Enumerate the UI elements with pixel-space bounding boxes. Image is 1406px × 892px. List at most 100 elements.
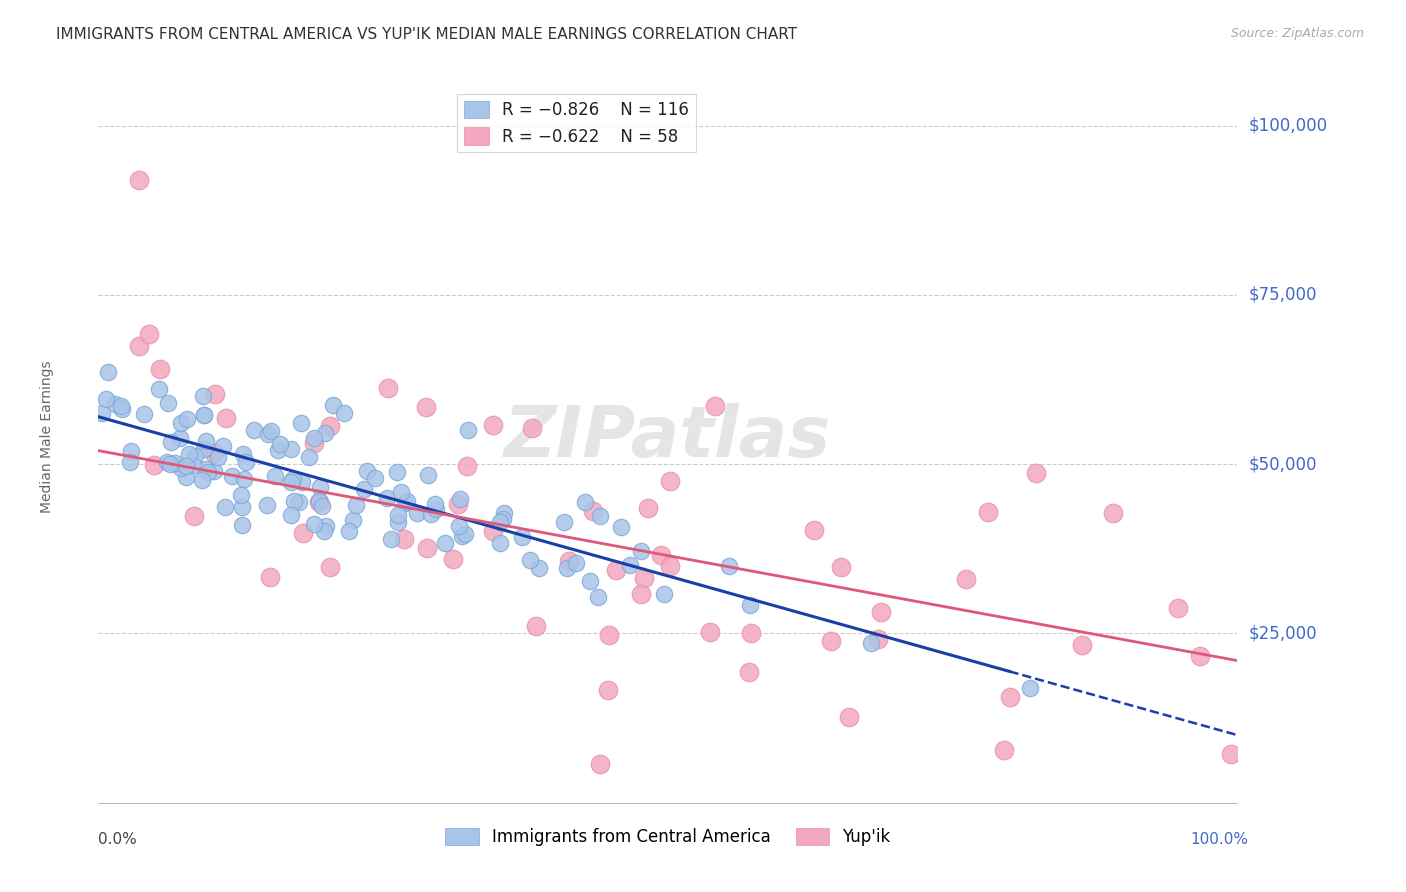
- Point: [419, 508, 441, 522]
- Point: [637, 500, 659, 515]
- Point: [290, 416, 312, 430]
- Point: [176, 411, 198, 425]
- Point: [174, 458, 197, 473]
- Point: [955, 573, 977, 587]
- Point: [659, 559, 682, 574]
- Point: [582, 504, 605, 518]
- Point: [447, 497, 470, 511]
- Point: [311, 499, 333, 513]
- Point: [156, 396, 179, 410]
- Point: [197, 465, 219, 479]
- Point: [598, 627, 620, 641]
- Point: [481, 418, 503, 433]
- Point: [443, 552, 465, 566]
- Point: [630, 587, 652, 601]
- Point: [194, 434, 217, 448]
- Point: [364, 471, 387, 485]
- Point: [377, 381, 399, 395]
- Text: $75,000: $75,000: [1249, 285, 1317, 304]
- Point: [415, 541, 437, 555]
- Point: [457, 423, 479, 437]
- Point: [356, 464, 378, 478]
- Point: [96, 392, 118, 406]
- Point: [699, 624, 721, 639]
- Point: [1189, 649, 1212, 664]
- Point: [214, 500, 236, 514]
- Point: [191, 473, 214, 487]
- Point: [375, 491, 398, 505]
- Point: [195, 462, 218, 476]
- Point: [740, 626, 762, 640]
- Point: [610, 520, 633, 534]
- Point: [704, 399, 727, 413]
- Point: [259, 570, 281, 584]
- Point: [449, 519, 471, 533]
- Point: [387, 508, 409, 523]
- Point: [283, 493, 305, 508]
- Point: [630, 543, 652, 558]
- Point: [170, 416, 193, 430]
- Point: [860, 636, 883, 650]
- Point: [256, 498, 278, 512]
- Point: [257, 427, 280, 442]
- Point: [181, 458, 204, 472]
- Text: $25,000: $25,000: [1249, 624, 1317, 642]
- Point: [423, 498, 446, 512]
- Point: [264, 469, 287, 483]
- Point: [658, 474, 681, 488]
- Point: [977, 505, 1000, 519]
- Point: [235, 455, 257, 469]
- Point: [1018, 681, 1040, 695]
- Point: [170, 461, 193, 475]
- Point: [193, 408, 215, 422]
- Point: [387, 515, 409, 529]
- Point: [138, 326, 160, 341]
- Point: [589, 757, 612, 772]
- Point: [319, 419, 342, 434]
- Point: [267, 442, 290, 457]
- Point: [333, 406, 356, 420]
- Text: $100,000: $100,000: [1249, 117, 1327, 135]
- Point: [866, 632, 889, 646]
- Text: IMMIGRANTS FROM CENTRAL AMERICA VS YUP'IK MEDIAN MALE EARNINGS CORRELATION CHART: IMMIGRANTS FROM CENTRAL AMERICA VS YUP'I…: [56, 27, 797, 42]
- Point: [291, 526, 314, 541]
- Point: [738, 599, 761, 613]
- Point: [520, 420, 543, 434]
- Point: [652, 586, 675, 600]
- Point: [619, 558, 641, 573]
- Point: [830, 559, 852, 574]
- Point: [394, 496, 416, 510]
- Point: [280, 475, 302, 489]
- Point: [229, 488, 252, 502]
- Point: [993, 743, 1015, 757]
- Point: [156, 455, 179, 469]
- Point: [193, 408, 215, 422]
- Point: [456, 459, 478, 474]
- Point: [314, 426, 336, 441]
- Point: [302, 431, 325, 445]
- Point: [519, 553, 541, 567]
- Legend: Immigrants from Central America, Yup'ik: Immigrants from Central America, Yup'ik: [439, 822, 897, 853]
- Point: [212, 439, 235, 453]
- Point: [193, 442, 215, 457]
- Point: [165, 456, 187, 470]
- Point: [1166, 601, 1188, 615]
- Point: [579, 574, 602, 589]
- Point: [1220, 747, 1243, 761]
- Point: [337, 524, 360, 538]
- Point: [315, 519, 337, 533]
- Point: [183, 508, 205, 523]
- Point: [870, 605, 893, 619]
- Point: [291, 475, 314, 489]
- Point: [451, 529, 474, 543]
- Point: [425, 501, 447, 516]
- Point: [482, 524, 505, 539]
- Text: Source: ZipAtlas.com: Source: ZipAtlas.com: [1230, 27, 1364, 40]
- Point: [104, 397, 127, 411]
- Point: [128, 339, 150, 353]
- Point: [169, 431, 191, 445]
- Point: [202, 445, 225, 459]
- Point: [450, 491, 472, 506]
- Point: [598, 682, 620, 697]
- Point: [232, 447, 254, 461]
